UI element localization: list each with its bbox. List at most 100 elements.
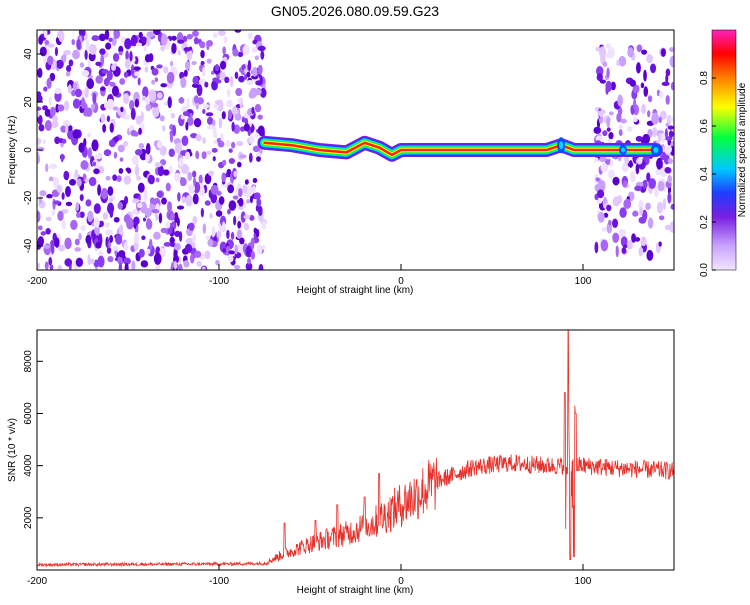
snr-x-tick-label: -100 xyxy=(209,576,229,587)
spectrogram-noise-blob xyxy=(118,51,123,56)
spectrogram-noise-blob xyxy=(216,229,222,239)
spectrogram-noise-blob xyxy=(123,71,129,78)
spectrogram-noise-blob xyxy=(102,212,108,220)
spectrogram-noise-blob xyxy=(651,112,660,125)
spectrogram-noise-blob xyxy=(58,30,65,43)
spectrogram-noise-blob xyxy=(153,231,161,240)
spectrogram-noise-blob xyxy=(167,201,172,213)
spectrogram-noise-blob xyxy=(160,33,168,46)
spectrogram-y-tick-label: 0 xyxy=(23,147,34,153)
spectrogram-noise-blob xyxy=(602,130,608,137)
spectrogram-noise-blob xyxy=(165,182,171,192)
spectrogram-x-tick-label: -200 xyxy=(27,276,47,287)
spectrogram-ridge-band xyxy=(263,141,658,157)
spectrogram-noise-blob xyxy=(229,75,234,88)
spectrogram-noise-blob xyxy=(670,203,674,210)
spectrogram-noise-blob xyxy=(107,241,111,249)
spectrogram-noise-blob xyxy=(646,54,654,64)
spectrogram-noise-blob xyxy=(246,71,251,78)
spectrogram-noise-blob xyxy=(602,61,608,68)
spectrogram-noise-blob xyxy=(134,149,143,156)
spectrogram-noise-blob xyxy=(257,114,263,120)
spectrogram-noise-blob xyxy=(112,106,119,111)
spectrogram-noise-blob xyxy=(664,145,673,154)
spectrogram-noise-blob xyxy=(670,82,674,91)
spectrogram-noise-blob xyxy=(249,135,255,144)
spectrogram-noise-blob xyxy=(195,104,199,110)
spectrogram-noise-blob xyxy=(247,257,252,265)
spectrogram-noise-blob xyxy=(191,61,197,66)
spectrogram-noise-blob xyxy=(83,109,92,117)
spectrogram-noise-blob xyxy=(669,47,674,53)
spectrogram-noise-blob xyxy=(92,161,96,167)
spectrogram-noise-blob xyxy=(173,260,178,270)
spectrogram-noise-blob xyxy=(202,108,206,115)
spectrogram-noise-blob xyxy=(608,219,612,226)
spectrogram-noise-blob xyxy=(111,36,117,47)
spectrogram-noise-blob xyxy=(196,260,202,267)
spectrogram-noise-blob xyxy=(654,186,659,198)
spectrogram-noise-blob xyxy=(232,105,238,116)
spectrogram-noise-blob xyxy=(135,42,143,47)
spectrogram-noise-blob xyxy=(261,220,267,230)
spectrogram-noise-blob xyxy=(204,200,211,206)
spectrogram-noise-blob xyxy=(236,161,242,168)
spectrogram-noise-blob xyxy=(227,109,233,120)
spectrogram-noise-blob xyxy=(598,46,607,58)
spectrogram-noise-blob xyxy=(659,91,664,99)
spectrogram-noise-blob xyxy=(49,163,57,169)
spectrogram-noise-blob xyxy=(37,236,44,247)
spectrogram-noise-blob xyxy=(37,94,43,103)
spectrogram-noise-blob xyxy=(135,115,142,125)
spectrogram-noise-blob xyxy=(218,117,223,129)
figure-title: GN05.2026.080.09.59.G23 xyxy=(271,3,439,19)
spectrogram-noise-blob xyxy=(667,175,673,184)
spectrogram-noise-blob xyxy=(145,35,151,47)
spectrogram-noise-blob xyxy=(43,86,48,92)
spectrogram-noise-blob xyxy=(160,44,165,52)
spectrogram-noise-blob xyxy=(61,208,69,214)
spectrogram-noise-blob xyxy=(607,137,612,145)
spectrogram-noise-blob xyxy=(136,175,141,181)
spectrogram-x-ticks: -200 -100 0 100 xyxy=(27,264,592,287)
spectrogram-noise-blob xyxy=(202,137,206,144)
snr-x-tick-label: 100 xyxy=(575,576,592,587)
spectrogram-noise-blob xyxy=(125,50,129,61)
spectrogram-noise-blob xyxy=(146,248,151,255)
spectrogram-noise-blob xyxy=(37,67,43,78)
spectrogram-noise-blob xyxy=(226,100,234,108)
colorbar-tick-label: 0.4 xyxy=(699,167,710,181)
spectrogram-noise-blob xyxy=(180,177,187,187)
spectrogram-noise-blob xyxy=(86,78,95,90)
spectrogram-noise-blob xyxy=(85,199,92,207)
spectrogram-noise-blob xyxy=(608,169,615,179)
spectrogram-noise-blob xyxy=(79,62,85,68)
spectrogram-noise-blob xyxy=(650,63,657,74)
spectrogram-noise-blob xyxy=(252,185,256,195)
spectrogram-noise-blob xyxy=(113,216,120,223)
spectrogram-noise-blob xyxy=(236,140,244,147)
spectrogram-noise-blob xyxy=(184,243,193,253)
spectrogram-noise-blob xyxy=(598,179,606,192)
spectrogram-noise-blob xyxy=(132,209,138,215)
spectrogram-noise-blob xyxy=(252,177,258,184)
spectrogram-noise-blob xyxy=(612,232,620,243)
spectrogram-noise-blob xyxy=(212,156,216,162)
spectrogram-noise-blob xyxy=(232,48,239,57)
spectrogram-noise-blob xyxy=(54,237,60,248)
spectrogram-noise-blob xyxy=(221,172,227,183)
spectrogram-noise-blob xyxy=(145,142,151,155)
spectrogram-noise-blob xyxy=(56,184,63,194)
snr-y-tick-label: 8000 xyxy=(23,350,34,373)
spectrogram-noise-blob xyxy=(87,254,91,266)
spectrogram-noise-blob xyxy=(49,72,56,82)
spectrogram-noise-blob xyxy=(664,224,671,231)
spectrogram-noise-blob xyxy=(43,244,51,249)
spectrogram-burst xyxy=(653,147,659,153)
snr-y-ticks: 2000 4000 6000 8000 xyxy=(23,350,43,529)
spectrogram-noise-blob xyxy=(174,142,183,154)
colorbar-tick-label: 0.2 xyxy=(699,215,710,229)
spectrogram-noise-blob xyxy=(194,250,202,258)
spectrogram-noise-blob xyxy=(241,64,246,70)
